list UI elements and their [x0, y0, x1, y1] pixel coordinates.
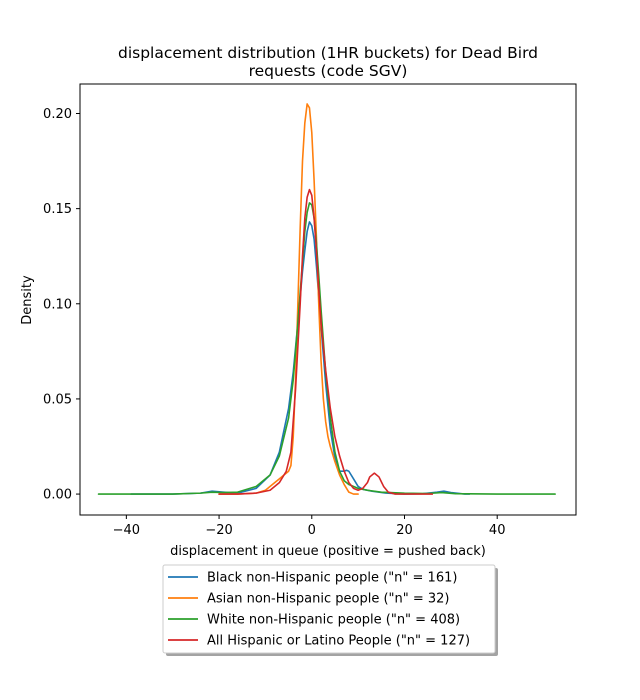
x-tick-label: −20	[205, 523, 232, 538]
chart-title-line-2: requests (code SGV)	[249, 62, 408, 80]
legend-label-0: Black non-Hispanic people ("n" = 161)	[207, 571, 457, 586]
y-tick-label: 0.20	[43, 107, 72, 122]
y-tick-label: 0.15	[43, 202, 72, 217]
x-axis: −40 −20 0 20 40	[113, 515, 506, 538]
legend-label-1: Asian non-Hispanic people ("n" = 32)	[207, 592, 450, 607]
x-axis-label: displacement in queue (positive = pushed…	[170, 544, 486, 559]
plot-lines	[97, 103, 556, 495]
legend: Black non-Hispanic people ("n" = 161) Asi…	[162, 564, 498, 656]
y-axis: 0.00 0.05 0.10 0.15 0.20	[43, 107, 80, 503]
series-line-1	[218, 103, 359, 495]
chart-title-line-1: displacement distribution (1HR buckets) …	[118, 44, 538, 62]
y-tick-label: 0.10	[43, 297, 72, 312]
legend-label-2: White non-Hispanic people ("n" = 408)	[207, 613, 460, 628]
legend-box	[162, 564, 496, 654]
x-tick-label: 40	[489, 523, 506, 538]
plot-frame	[79, 83, 577, 516]
x-tick-label: 20	[396, 523, 413, 538]
legend-label-3: All Hispanic or Latino People ("n" = 127…	[207, 634, 470, 649]
y-tick-label: 0.00	[43, 488, 72, 503]
y-axis-label: Density	[20, 275, 35, 325]
y-tick-label: 0.05	[43, 392, 72, 407]
x-tick-label: 0	[308, 523, 316, 538]
x-tick-label: −40	[113, 523, 140, 538]
series-line-2	[97, 202, 556, 495]
series-line-3	[218, 188, 434, 495]
series-line-0	[130, 221, 471, 495]
